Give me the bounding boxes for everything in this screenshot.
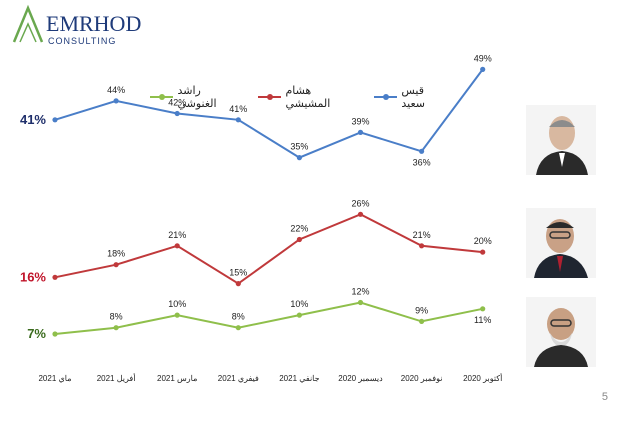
data-point-ghannouchi-3 [235, 325, 241, 331]
x-tick-label: نوفمبر 2020 [401, 374, 443, 383]
data-label-ghannouchi-5: 12% [351, 287, 369, 297]
data-point-ghannouchi-1 [113, 325, 119, 331]
start-label-ghannouchi: 7% [27, 326, 46, 341]
legend-item-ghannouchi: راشد الغنوشي [150, 84, 242, 110]
data-point-ghannouchi-2 [174, 312, 180, 318]
data-label-ghannouchi-7: 11% [474, 315, 491, 325]
page-number: 5 [601, 391, 608, 403]
data-label-ghannouchi-2: 10% [168, 299, 186, 309]
chart-legend: قيس سعيد هشام المشيشي راشد الغنوشي [150, 84, 450, 110]
data-point-ghannouchi-6 [419, 318, 425, 324]
legend-label-ghannouchi: راشد الغنوشي [177, 84, 217, 110]
data-label-mechichi-7: 20% [474, 236, 492, 246]
data-label-saied-1: 44% [107, 85, 125, 95]
data-point-ghannouchi-7 [480, 306, 486, 312]
x-tick-label: مارس 2021 [157, 374, 197, 383]
data-point-saied-7 [480, 66, 486, 72]
legend-item-mechichi: هشام المشيشي [257, 84, 358, 110]
data-point-saied-0 [52, 117, 58, 123]
logo-name: EMRHOD [46, 11, 141, 36]
data-label-saied-7: 49% [474, 53, 492, 63]
logo-sub: CONSULTING [48, 36, 116, 46]
data-label-mechichi-6: 21% [413, 230, 431, 240]
data-label-saied-4: 35% [290, 142, 308, 152]
data-point-ghannouchi-4 [296, 312, 302, 318]
x-tick-label: أكتوبر 2020 [463, 372, 502, 383]
data-label-ghannouchi-1: 8% [110, 312, 123, 322]
data-label-mechichi-5: 26% [351, 198, 369, 208]
data-label-ghannouchi-3: 8% [232, 312, 245, 322]
start-label-mechichi: 16% [20, 269, 46, 284]
data-point-mechichi-2 [174, 243, 180, 249]
data-point-ghannouchi-0 [52, 331, 58, 337]
legend-label-saied: قيس سعيد [401, 84, 426, 110]
legend-swatch-green [150, 92, 174, 102]
data-point-mechichi-7 [480, 249, 486, 255]
data-point-saied-2 [174, 110, 180, 117]
emrhod-logo: EMRHOD CONSULTING [6, 2, 156, 50]
data-label-saied-2: 42% [168, 98, 186, 108]
series-line-mechichi [54, 213, 483, 285]
series-line-saied [54, 68, 484, 159]
data-point-saied-5 [357, 129, 364, 135]
data-point-saied-3 [235, 117, 241, 123]
data-label-mechichi-3: 15% [229, 268, 247, 278]
portrait-hichem-mechichi-icon [526, 208, 596, 278]
data-point-saied-4 [296, 155, 302, 161]
data-point-mechichi-1 [113, 262, 119, 268]
data-label-saied-5: 39% [351, 116, 369, 126]
legend-swatch-blue [373, 92, 398, 102]
portrait-kais-saied-icon [526, 105, 596, 175]
data-point-mechichi-4 [296, 236, 302, 243]
x-tick-label: جانفي 2021 [279, 374, 319, 383]
data-label-mechichi-2: 21% [168, 230, 186, 240]
x-tick-label: فيفري 2021 [218, 374, 259, 383]
start-label-saied: 41% [20, 112, 46, 127]
data-label-mechichi-4: 22% [290, 224, 308, 234]
series-line-ghannouchi [54, 301, 483, 335]
portrait-rached-ghannouchi-icon [526, 297, 596, 367]
logo-mark: EMRHOD CONSULTING [12, 4, 141, 46]
x-tick-label: ماي 2021 [38, 374, 71, 383]
legend-label-mechichi: هشام المشيشي [285, 84, 331, 110]
data-point-saied-6 [419, 148, 425, 154]
data-point-saied-1 [113, 98, 119, 104]
data-point-mechichi-3 [235, 281, 241, 287]
data-point-mechichi-5 [357, 211, 364, 217]
data-label-mechichi-1: 18% [107, 249, 125, 259]
data-label-saied-3: 41% [229, 104, 247, 114]
x-tick-label: أفريل 2021 [97, 372, 136, 383]
data-point-ghannouchi-5 [357, 299, 364, 306]
data-point-mechichi-6 [419, 243, 425, 249]
data-label-ghannouchi-4: 10% [290, 299, 308, 309]
data-point-mechichi-0 [52, 274, 58, 280]
legend-swatch-red [257, 92, 282, 102]
x-tick-label: ديسمبر 2020 [338, 374, 383, 383]
legend-item-saied: قيس سعيد [373, 84, 450, 110]
data-label-ghannouchi-6: 9% [415, 305, 428, 315]
data-label-saied-6: 36% [413, 157, 431, 167]
